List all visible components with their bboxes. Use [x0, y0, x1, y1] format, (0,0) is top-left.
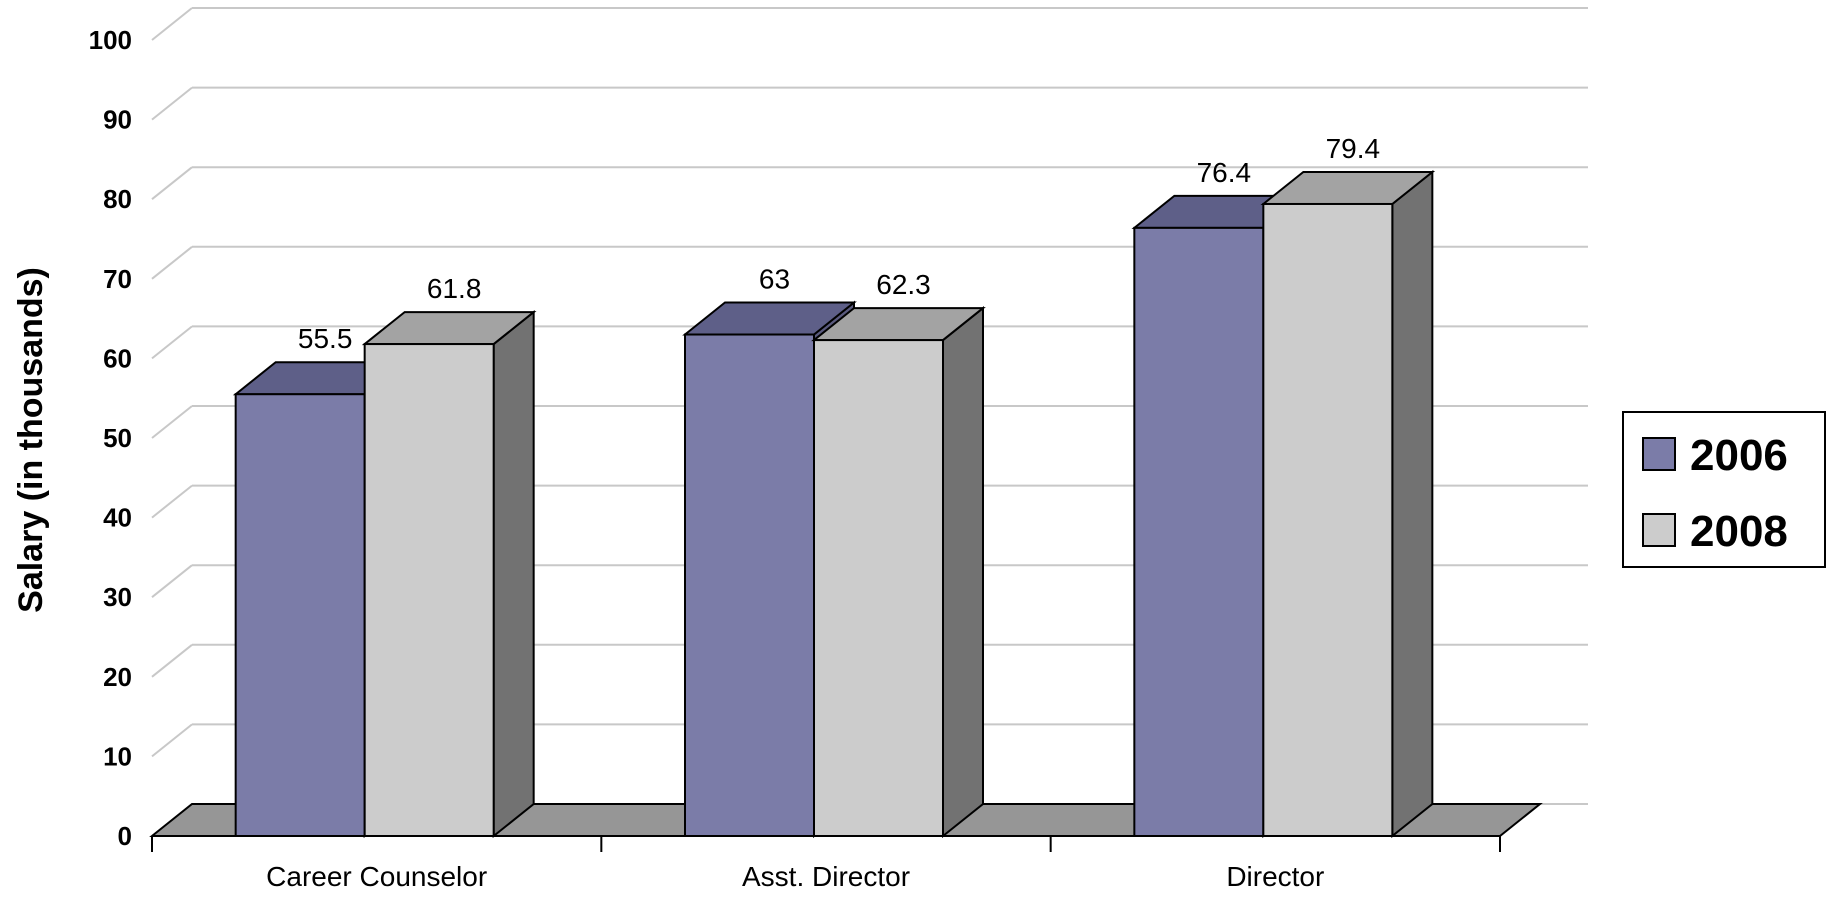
- y-tick-label-30: 30: [103, 582, 132, 612]
- x-tick-label-asst-director: Asst. Director: [742, 861, 910, 892]
- x-tick-label-career-counselor: Career Counselor: [266, 861, 487, 892]
- axes: Career Counselor Asst. Director Director 0 1…: [89, 25, 1501, 892]
- wall-gridline: [151, 166, 193, 200]
- bar-career-counselor-2008-side: [492, 309, 535, 839]
- bar-director-2008: [1262, 202, 1394, 837]
- bars: [232, 169, 1436, 839]
- wall-gridline: [151, 246, 193, 280]
- bar-career-counselor-2008: [363, 343, 495, 837]
- data-label-asst-director-2006: 63: [759, 264, 790, 295]
- wall-gridline: [151, 644, 193, 678]
- wall-gridline: [151, 484, 193, 519]
- legend-label-2008: 2008: [1690, 507, 1788, 556]
- data-label-director-2006: 76.4: [1197, 157, 1252, 188]
- bar-director-2008-side: [1391, 169, 1434, 839]
- wall-gridline: [151, 723, 193, 758]
- y-tick-label-100: 100: [89, 25, 132, 55]
- y-tick-label-40: 40: [103, 503, 132, 533]
- data-label-asst-director-2008: 62.3: [876, 269, 931, 300]
- wall-gridline: [151, 7, 193, 41]
- wall-gridline: [151, 564, 193, 598]
- bar-asst-director-2008-side: [942, 306, 984, 839]
- bar-director-2006: [1133, 226, 1265, 837]
- y-tick-label-70: 70: [103, 264, 132, 294]
- y-tick-label-10: 10: [103, 741, 132, 771]
- y-tick-label-60: 60: [103, 343, 132, 373]
- x-tick-label-director: Director: [1226, 861, 1324, 892]
- bar-asst-director-2006: [684, 333, 815, 837]
- y-tick-label-20: 20: [103, 662, 132, 692]
- data-label-career-counselor-2006: 55.5: [298, 323, 353, 354]
- bar-career-counselor-2006: [234, 393, 366, 837]
- legend-swatch-2006: [1642, 437, 1676, 471]
- legend: 2006 2008: [1622, 411, 1826, 568]
- y-axis-title: Salary (in thousands): [12, 267, 50, 613]
- y-tick-label-0: 0: [118, 821, 132, 851]
- y-tick-label-50: 50: [103, 423, 132, 453]
- data-label-director-2008: 79.4: [1326, 133, 1381, 164]
- wall-gridline: [151, 86, 193, 121]
- wall-gridline: [151, 405, 193, 439]
- wall-gridline: [151, 325, 193, 360]
- bar-asst-director-2008: [813, 339, 944, 837]
- legend-swatch-2008: [1642, 513, 1676, 547]
- y-tick-label-80: 80: [103, 184, 132, 214]
- data-labels: 55.5 61.8 63 62.3 76.4 79.4: [298, 133, 1380, 354]
- legend-label-2006: 2006: [1690, 431, 1788, 480]
- y-tick-label-90: 90: [103, 105, 132, 135]
- data-label-career-counselor-2008: 61.8: [427, 273, 482, 304]
